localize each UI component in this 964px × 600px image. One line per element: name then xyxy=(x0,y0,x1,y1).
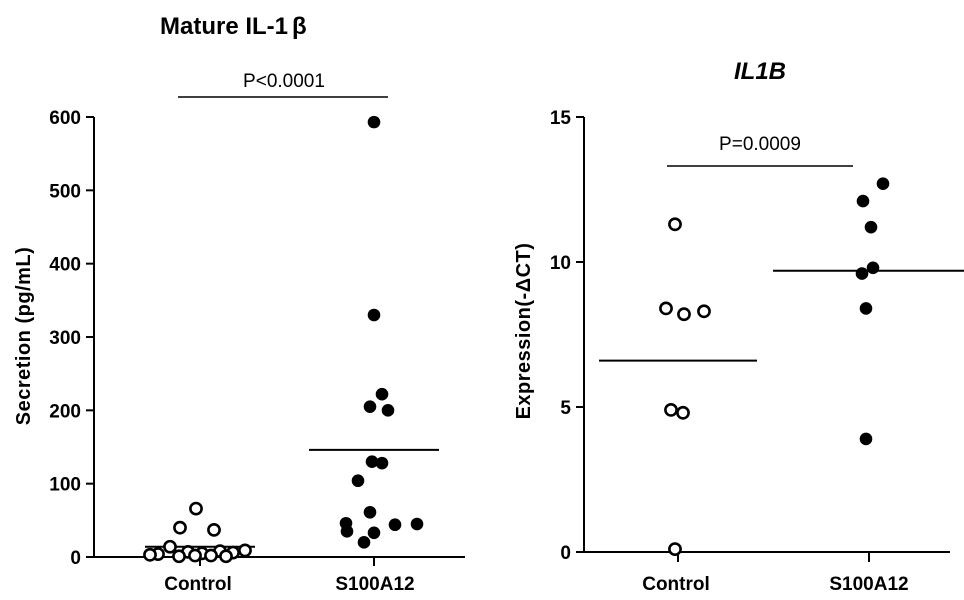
left-data-point-s100a12 xyxy=(375,387,389,401)
right-data-point-control xyxy=(659,301,673,316)
left-panel: Mature IL-1 β Secretion (pg/mL) 0 100 200 3… xyxy=(13,13,465,595)
right-chart-title: IL1B xyxy=(734,58,786,85)
right-y-tick-label: 5 xyxy=(560,398,571,419)
left-data-point-control xyxy=(219,549,233,564)
left-data-point-control xyxy=(188,548,202,563)
right-data-point-s100a12 xyxy=(859,302,873,315)
left-data-point-s100a12 xyxy=(381,404,395,417)
left-p-value: P<0.0001 xyxy=(243,71,325,92)
right-data-point-s100a12 xyxy=(855,267,869,280)
left-data-point-s100a12 xyxy=(367,115,381,129)
right-y-axis-title-symbol: Δ xyxy=(513,277,535,292)
right-data-point-control xyxy=(668,217,682,232)
left-data-point-s100a12 xyxy=(363,505,377,519)
right-x-tick-label-s100a12: S100A12 xyxy=(829,574,908,595)
right-data-point-control xyxy=(676,405,690,420)
left-x-tick-label-s100a12: S100A12 xyxy=(335,574,414,595)
left-data-point-control xyxy=(238,543,252,558)
left-y-ticks: 0 100 200 300 400 500 600 xyxy=(49,108,94,569)
left-data-point-s100a12 xyxy=(351,474,365,488)
left-data-point-control xyxy=(163,539,177,554)
left-data-point-s100a12 xyxy=(340,525,354,538)
right-data-point-control xyxy=(677,307,691,322)
left-x-tick-label-control: Control xyxy=(164,574,232,595)
left-data-point-s100a12 xyxy=(375,456,389,470)
right-x-tick-label-control: Control xyxy=(642,574,710,595)
left-y-tick-label: 600 xyxy=(49,108,81,129)
right-data-point-control xyxy=(664,402,678,417)
right-y-ticks: 0 5 10 15 xyxy=(550,108,584,564)
left-data-point-control xyxy=(143,547,157,562)
left-y-tick-label: 100 xyxy=(49,475,81,496)
left-data-point-control xyxy=(172,549,186,564)
right-data-point-control xyxy=(668,542,682,556)
left-y-tick-label: 500 xyxy=(49,181,81,202)
left-data-point-control xyxy=(173,520,187,535)
right-y-axis-title-prefix: Expression(- xyxy=(513,292,535,419)
left-chart-title-symbol: β xyxy=(292,13,307,40)
left-y-tick-label: 300 xyxy=(49,328,81,349)
left-data-point-s100a12 xyxy=(363,400,377,413)
right-y-tick-label: 0 xyxy=(560,543,571,564)
right-data-point-s100a12 xyxy=(866,261,880,275)
left-data-point-control xyxy=(189,501,203,516)
right-data-point-s100a12 xyxy=(859,432,873,446)
left-data-point-control xyxy=(207,522,221,537)
left-data-point-s100a12 xyxy=(388,518,402,532)
right-plot-area xyxy=(599,177,964,556)
left-data-point-control xyxy=(204,548,218,563)
left-plot-area xyxy=(143,115,439,564)
left-data-point-s100a12 xyxy=(367,526,381,540)
left-y-tick-label: 200 xyxy=(49,401,81,422)
left-y-tick-label: 400 xyxy=(49,255,81,276)
left-chart-title: Mature IL-1 xyxy=(160,13,288,40)
left-y-axis-title: Secretion (pg/mL) xyxy=(13,247,35,426)
right-data-point-s100a12 xyxy=(856,194,870,208)
right-panel: IL1B Expression(-ΔCT) 0 5 10 15 Control S10… xyxy=(513,58,964,595)
left-y-tick-label: 0 xyxy=(70,548,81,569)
left-data-point-s100a12 xyxy=(357,536,371,549)
right-data-point-s100a12 xyxy=(864,220,878,234)
left-data-point-s100a12 xyxy=(410,517,424,531)
right-y-axis-title-suffix: CT) xyxy=(513,243,535,278)
right-data-point-control xyxy=(697,304,711,319)
right-data-point-s100a12 xyxy=(876,177,890,190)
right-y-axis-title: Expression(-ΔCT) xyxy=(513,243,535,420)
right-y-tick-label: 15 xyxy=(550,108,572,129)
right-p-value: P=0.0009 xyxy=(719,134,801,155)
left-data-point-s100a12 xyxy=(367,308,381,322)
right-y-tick-label: 10 xyxy=(550,253,571,274)
